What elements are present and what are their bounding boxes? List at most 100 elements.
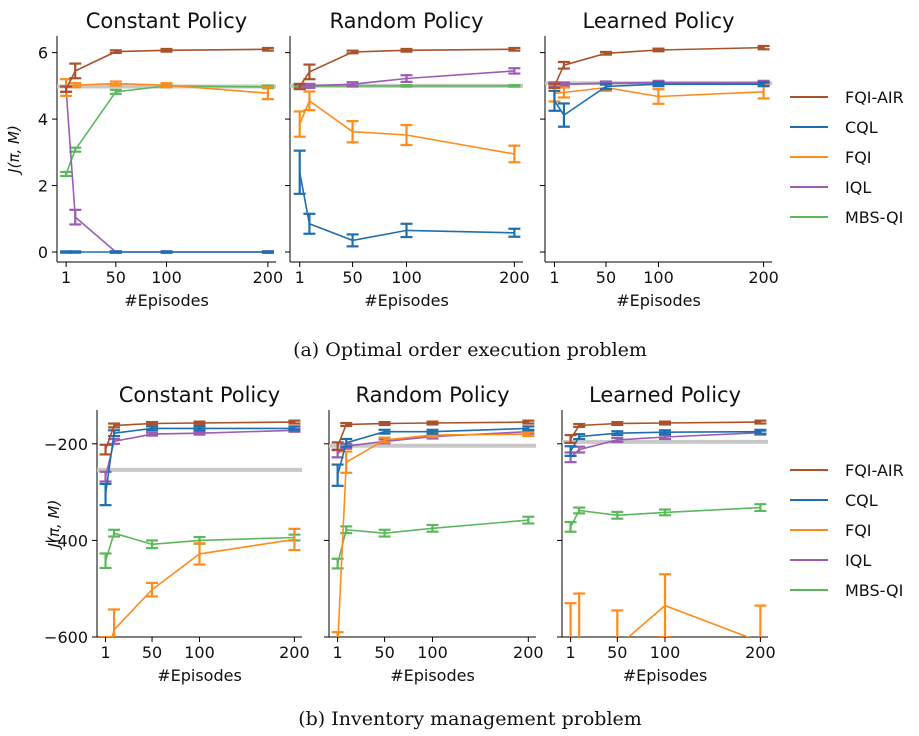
legend-label: MBS-QI [845, 208, 903, 227]
series-fqi [60, 78, 274, 101]
y-tick-label: −200 [44, 435, 88, 454]
legend-top: FQI-AIR CQL FQI IQL MBS-QI [790, 88, 904, 227]
x-tick-label: 100 [151, 268, 182, 287]
legend-label: FQI [845, 148, 872, 167]
x-tick-label: 1 [61, 268, 71, 287]
x-axis-label: #Episodes [616, 291, 701, 310]
x-tick-label: 200 [279, 643, 310, 662]
series-fqi [99, 527, 301, 637]
series-cql [331, 425, 535, 487]
legend-label: CQL [845, 118, 878, 137]
legend-label: FQI [845, 521, 872, 540]
y-tick-label: 4 [38, 110, 48, 129]
legend-bottom: FQI-AIR CQL FQI IQL MBS-QI [790, 461, 904, 600]
x-axis-label: #Episodes [364, 291, 449, 310]
series-fqi-air [331, 419, 535, 452]
series-fqi-air [60, 46, 274, 93]
x-tick-label: 1 [565, 643, 575, 662]
legend-item: IQL [790, 178, 871, 197]
series-iql [60, 85, 274, 254]
legend-label: FQI-AIR [845, 461, 904, 480]
subplot-4: Constant Policy #Episodes J(π, M) 1 50 100 200… [44, 383, 310, 685]
plot-area [290, 46, 523, 248]
series-cql [548, 81, 770, 128]
x-tick-label: 50 [342, 268, 362, 287]
x-tick-label: 200 [513, 643, 544, 662]
series-cql [60, 250, 274, 254]
legend-item: CQL [790, 118, 878, 137]
legend-item: CQL [790, 491, 878, 510]
x-tick-label: 1 [549, 268, 559, 287]
subplot-3: Learned Policy #Episodes 1 50 100 200 [540, 9, 779, 310]
series-line [627, 604, 751, 637]
y-tick-label: −400 [44, 531, 88, 550]
legend-item: MBS-QI [790, 208, 903, 227]
x-tick-label: 200 [253, 268, 284, 287]
chart-title: Random Policy [329, 9, 483, 33]
x-tick-label: 50 [607, 643, 627, 662]
series-fqi-air [564, 419, 767, 444]
plot-area [329, 419, 536, 637]
series-mbs-qi [331, 515, 535, 570]
x-tick-label: 100 [417, 643, 448, 662]
y-tick-label: 2 [38, 177, 48, 196]
chart-title: Constant Policy [86, 9, 248, 33]
legend-label: CQL [845, 491, 878, 510]
x-tick-label: 1 [295, 268, 305, 287]
legend-label: MBS-QI [845, 581, 903, 600]
legend-label: IQL [845, 551, 871, 570]
legend-item: FQI [790, 521, 872, 540]
legend-label: FQI-AIR [845, 88, 904, 107]
x-tick-label: 200 [748, 268, 779, 287]
x-tick-label: 1 [100, 643, 110, 662]
series-iql [99, 427, 301, 483]
series-fqi [293, 90, 521, 164]
x-tick-label: 50 [106, 268, 126, 287]
series-fqi-air [99, 419, 301, 456]
legend-item: FQI-AIR [790, 461, 904, 480]
x-axis-label: #Episodes [157, 666, 242, 685]
subplots: Constant Policy #Episodes J(π, M) 1 50 100 200… [5, 9, 779, 685]
series-mbs-qi [60, 83, 274, 178]
series-cql [293, 149, 521, 248]
x-axis-label: #Episodes [124, 291, 209, 310]
y-tick-label: 0 [38, 243, 48, 262]
legend-item: FQI-AIR [790, 88, 904, 107]
chart-title: Learned Policy [589, 383, 741, 407]
series-line [337, 433, 529, 637]
subplot-5: Random Policy #Episodes 1 50 100 200 [324, 383, 544, 685]
caption-a: (a) Optimal order execution problem [293, 339, 647, 361]
x-tick-label: 100 [184, 643, 215, 662]
subplot-1: Constant Policy #Episodes J(π, M) 1 50 100 200… [5, 9, 283, 310]
legend-item: FQI [790, 148, 872, 167]
legend-label: IQL [845, 178, 871, 197]
plot-area [97, 419, 302, 637]
y-axis-label: J(π, M) [5, 125, 23, 176]
series-fqi-air [293, 46, 521, 91]
plot-area [57, 46, 276, 254]
x-tick-label: 100 [650, 643, 681, 662]
series-line [65, 85, 268, 175]
x-tick-label: 50 [142, 643, 162, 662]
series-line [65, 89, 268, 253]
subplot-2: Random Policy #Episodes 1 50 100 200 [285, 9, 530, 310]
series-cql [564, 428, 767, 457]
y-tick-label: 6 [38, 44, 48, 63]
series-mbs-qi [564, 503, 767, 533]
x-tick-label: 100 [391, 268, 422, 287]
series-fqi [564, 573, 767, 637]
series-fqi [331, 431, 535, 637]
y-axis-label: J(π, M) [45, 500, 63, 551]
x-axis-label: #Episodes [623, 666, 708, 685]
legend-item: MBS-QI [790, 581, 903, 600]
series-fqi-air [548, 44, 770, 89]
x-axis-label: #Episodes [390, 666, 475, 685]
x-tick-label: 100 [643, 268, 674, 287]
subplot-6: Learned Policy #Episodes 1 50 100 200 [557, 383, 776, 685]
chart-title: Constant Policy [119, 383, 281, 407]
chart-title: Random Policy [355, 383, 509, 407]
chart-title: Learned Policy [582, 9, 734, 33]
plot-area [545, 44, 772, 128]
x-tick-label: 200 [499, 268, 530, 287]
